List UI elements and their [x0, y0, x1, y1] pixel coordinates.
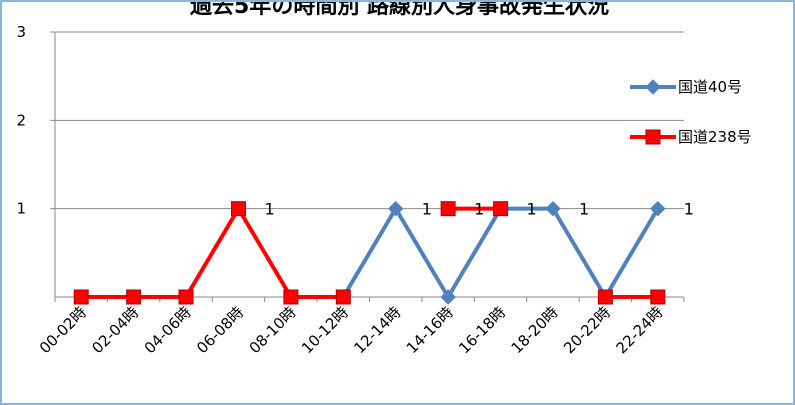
series-1-point: [597, 289, 613, 305]
x-tick-label: 14-16時: [403, 303, 457, 357]
x-tick-label: 16-18時: [455, 303, 509, 357]
series-1-point: [230, 201, 246, 217]
data-label: 1: [684, 200, 694, 219]
series-0-point: [440, 289, 456, 305]
data-label: 1: [579, 200, 589, 219]
x-tick-label: 20-22時: [560, 303, 614, 357]
series-1-point: [126, 289, 142, 305]
series-0-point: [388, 200, 404, 217]
x-tick-label: 06-08時: [193, 303, 247, 357]
series-1-point: [73, 289, 89, 305]
series-1-point: [283, 289, 299, 305]
chart-title: 過去5年の時間別 路線別人身事故発生状況: [190, 0, 609, 19]
data-label: 1: [264, 200, 274, 219]
x-tick-label: 10-12時: [298, 303, 352, 357]
data-label: 1: [474, 200, 484, 219]
y-tick-label: 1: [16, 200, 26, 218]
data-label: 1: [422, 200, 432, 219]
series-1-line-segment: [236, 206, 293, 299]
x-tick-label: 12-14時: [350, 303, 404, 357]
series-0-line-segment: [341, 206, 398, 299]
legend-label: 国道40号: [678, 78, 742, 96]
x-tick-label: 04-06時: [141, 303, 195, 357]
y-tick-label: 3: [16, 23, 26, 41]
y-tick-label: 2: [16, 111, 26, 129]
x-tick-label: 22-24時: [612, 303, 666, 357]
series-0-point: [650, 200, 666, 217]
legend-marker: [645, 79, 661, 95]
series-0-line-segment: [446, 206, 503, 299]
x-tick-label: 00-02時: [36, 303, 90, 357]
series-0-line-segment: [550, 206, 608, 299]
series-1-point: [650, 289, 666, 305]
x-tick-label: 18-20時: [508, 303, 562, 357]
series-1-point: [335, 289, 351, 305]
x-tick-label: 08-10時: [246, 303, 300, 357]
legend-label: 国道238号: [678, 128, 752, 146]
series-1-line-segment: [184, 206, 241, 299]
series-0-line-segment: [393, 206, 451, 299]
x-tick-label: 02-04時: [88, 303, 142, 357]
series-0-point: [545, 200, 561, 217]
series-1-point: [493, 201, 509, 217]
series-0-line-segment: [603, 206, 660, 299]
series-1-point: [178, 289, 194, 305]
legend-marker: [645, 129, 661, 145]
data-label: 1: [527, 200, 537, 219]
series-1-point: [440, 201, 456, 217]
